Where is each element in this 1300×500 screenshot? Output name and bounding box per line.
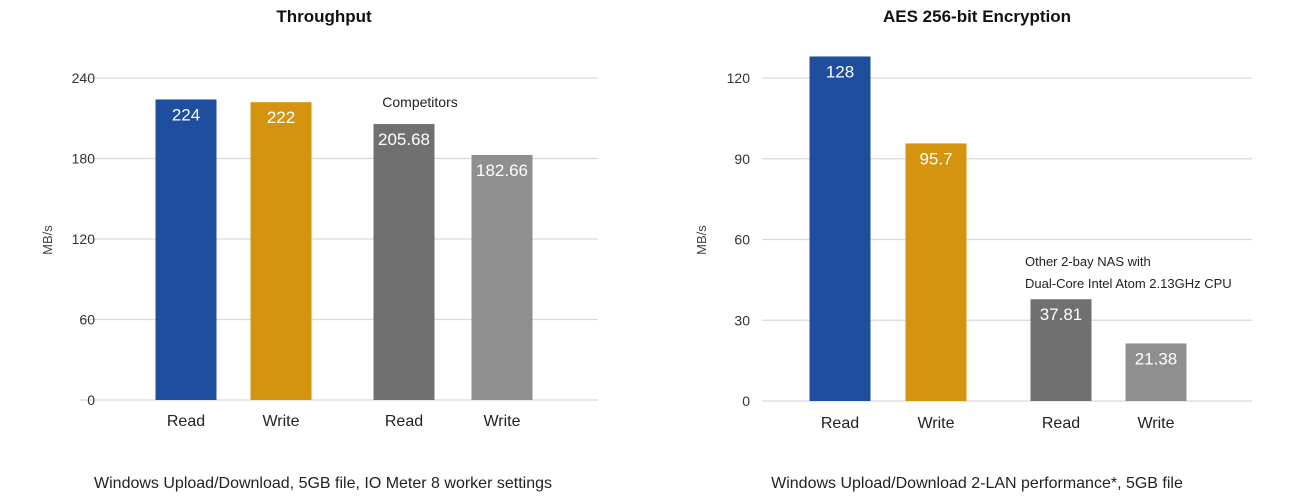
x-category-label: Write <box>483 413 520 430</box>
chart-title: Throughput <box>276 7 372 26</box>
y-tick-label: 30 <box>734 312 750 328</box>
y-axis-label: MB/s <box>694 225 709 255</box>
x-category-label: Read <box>821 415 859 432</box>
nas-annotation-line-2: Dual-Core Intel Atom 2.13GHz CPU <box>1025 276 1232 291</box>
chart-footnote: Windows Upload/Download 2-LAN performanc… <box>771 475 1183 492</box>
x-category-label: Read <box>1042 415 1080 432</box>
bar-value-label: 95.7 <box>919 149 952 168</box>
aes-encryption-chart: AES 256-bit Encryption MB/s 0 30 60 90 120 1… <box>694 7 1252 492</box>
y-tick-label: 240 <box>72 70 96 86</box>
x-category-label: Read <box>167 413 205 430</box>
bar <box>250 102 312 401</box>
bar <box>471 154 533 400</box>
x-category-label: Write <box>262 413 299 430</box>
competitors-annotation: Competitors <box>382 94 457 110</box>
y-tick-label: 90 <box>734 151 750 167</box>
chart-title: AES 256-bit Encryption <box>883 7 1071 26</box>
y-tick-label: 0 <box>742 393 750 409</box>
chart-footnote: Windows Upload/Download, 5GB file, IO Me… <box>94 475 552 492</box>
y-tick-label: 60 <box>734 232 750 248</box>
bar-value-label: 37.81 <box>1040 305 1083 324</box>
x-category-label: Write <box>1137 415 1174 432</box>
bar <box>1125 343 1187 401</box>
bar-value-label: 21.38 <box>1135 349 1178 368</box>
y-tick-label: 120 <box>72 231 96 247</box>
nas-annotation-line-1: Other 2-bay NAS with <box>1025 254 1151 269</box>
x-category-label: Write <box>917 415 954 432</box>
bar <box>373 124 435 401</box>
bar <box>905 143 967 401</box>
x-category-label: Read <box>385 413 423 430</box>
throughput-chart: Throughput MB/s 0 60 120 180 240 224 222 205.6… <box>40 7 598 492</box>
bar <box>809 56 871 401</box>
bar-value-label: 128 <box>826 62 854 81</box>
y-tick-label: 0 <box>87 392 95 408</box>
bar-value-label: 222 <box>267 108 295 127</box>
bar-value-label: 205.68 <box>378 130 430 149</box>
bar-value-label: 182.66 <box>476 161 528 180</box>
y-axis-label: MB/s <box>40 225 55 255</box>
y-tick-label: 60 <box>79 312 95 328</box>
bar <box>155 99 217 400</box>
y-tick-label: 180 <box>72 151 96 167</box>
bar <box>1030 299 1092 401</box>
y-tick-label: 120 <box>727 70 751 86</box>
bar-value-label: 224 <box>172 105 200 124</box>
